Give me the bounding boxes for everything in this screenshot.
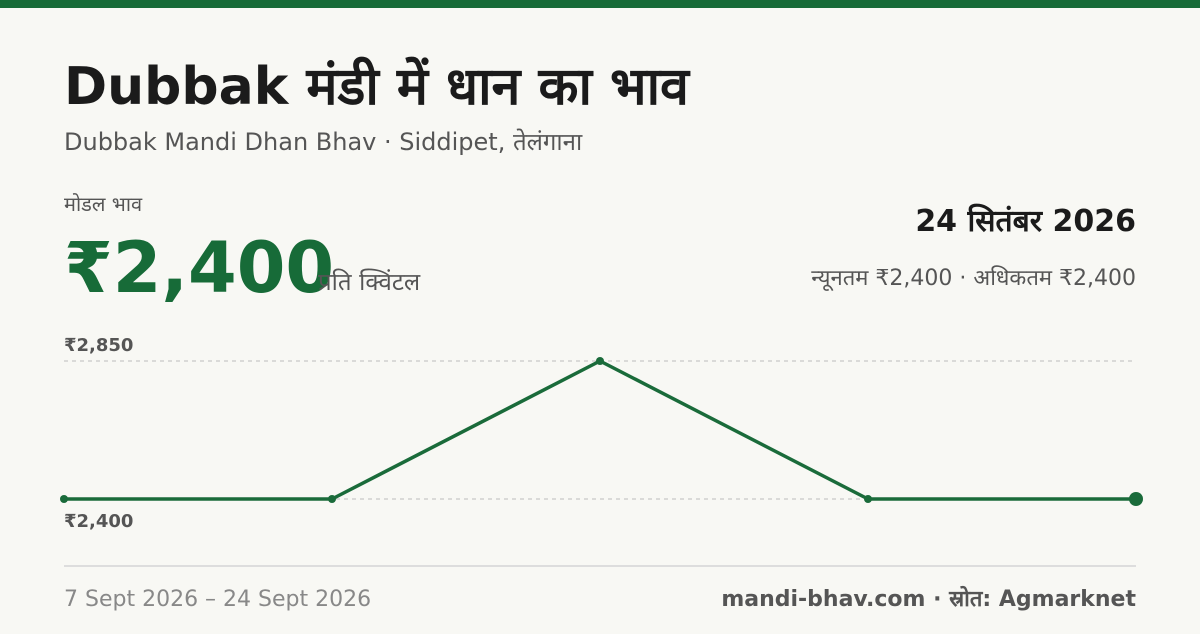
date: 24 सितंबर 2026 xyxy=(915,203,1136,239)
price-label: मोडल भाव xyxy=(64,192,143,216)
price-unit: प्रति क्विंटल xyxy=(318,268,421,296)
top-bar xyxy=(0,0,1200,8)
price-value: ₹2,400 xyxy=(64,227,334,309)
title: Dubbak मंडी में धान का भाव xyxy=(64,56,691,117)
y-tick-label: ₹2,850 xyxy=(64,335,133,356)
point xyxy=(596,357,604,365)
point xyxy=(60,495,68,503)
footer-source: mandi-bhav.com · स्रोत: Agmarknet xyxy=(721,585,1136,612)
chart: ₹2,850 ₹2,400 xyxy=(60,335,1143,532)
point xyxy=(864,495,872,503)
point xyxy=(1129,492,1143,506)
y-tick-label: ₹2,400 xyxy=(64,511,133,532)
subtitle: Dubbak Mandi Dhan Bhav · Siddipet, तेलंग… xyxy=(64,128,583,156)
footer-dates: 7 Sept 2026 – 24 Sept 2026 xyxy=(64,587,371,612)
price-range: न्यूनतम ₹2,400 · अधिकतम ₹2,400 xyxy=(811,265,1136,292)
point xyxy=(328,495,336,503)
